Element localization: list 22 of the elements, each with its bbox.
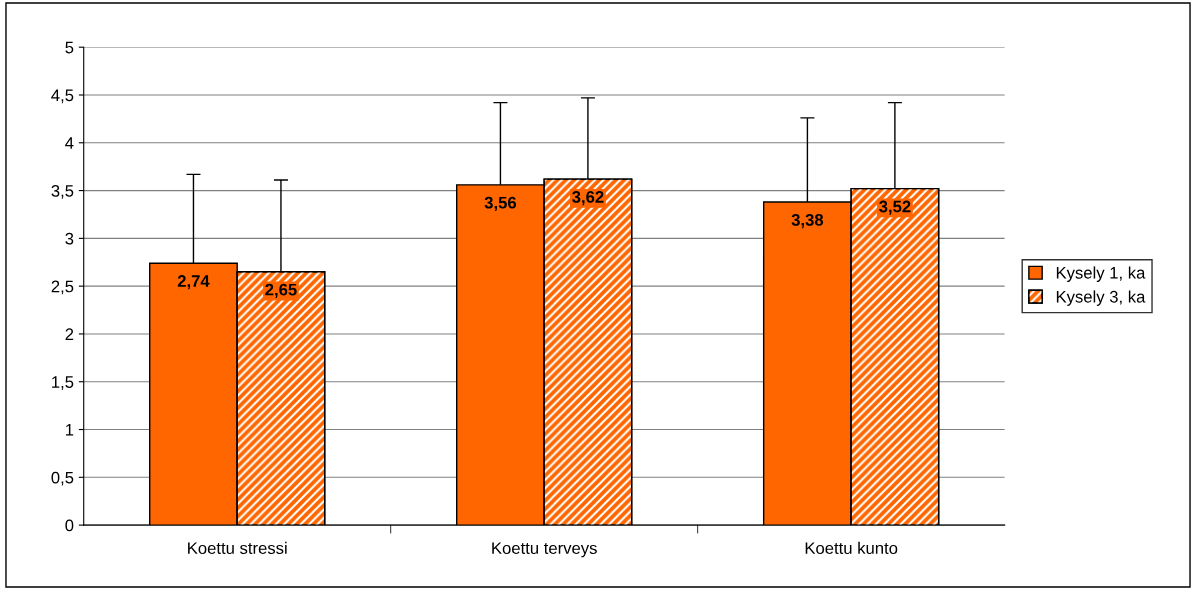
legend-label: Kysely 1, ka: [1056, 266, 1146, 282]
y-tick-label: 1,5: [52, 376, 74, 390]
y-tick-label: 3,5: [51, 184, 74, 199]
y-tick-label: 0: [65, 519, 74, 532]
legend-label: Kysely 3, ka: [1056, 290, 1146, 306]
y-tick-label: 4: [65, 137, 74, 149]
data-label: 2,65: [265, 283, 297, 298]
y-tick-label: 0,5: [51, 471, 74, 486]
x-tick-label: Koettu kunto: [805, 541, 898, 555]
y-tick-label: 2: [65, 328, 74, 340]
data-label: 3,38: [791, 213, 824, 229]
x-tick-label: Koettu terveys: [492, 542, 597, 558]
data-label: 3,52: [879, 200, 911, 215]
y-tick-label: 2,5: [51, 280, 74, 295]
data-label: 3,62: [572, 191, 604, 206]
y-tick-label: 5: [65, 41, 74, 54]
data-label: 3,56: [484, 196, 517, 211]
y-tick-label: 1: [66, 424, 74, 436]
x-tick-label: Koettu stressi: [188, 541, 287, 555]
y-tick-label: 3: [65, 232, 74, 245]
data-label: 2,74: [177, 275, 210, 290]
y-tick-label: 4,5: [51, 89, 74, 104]
